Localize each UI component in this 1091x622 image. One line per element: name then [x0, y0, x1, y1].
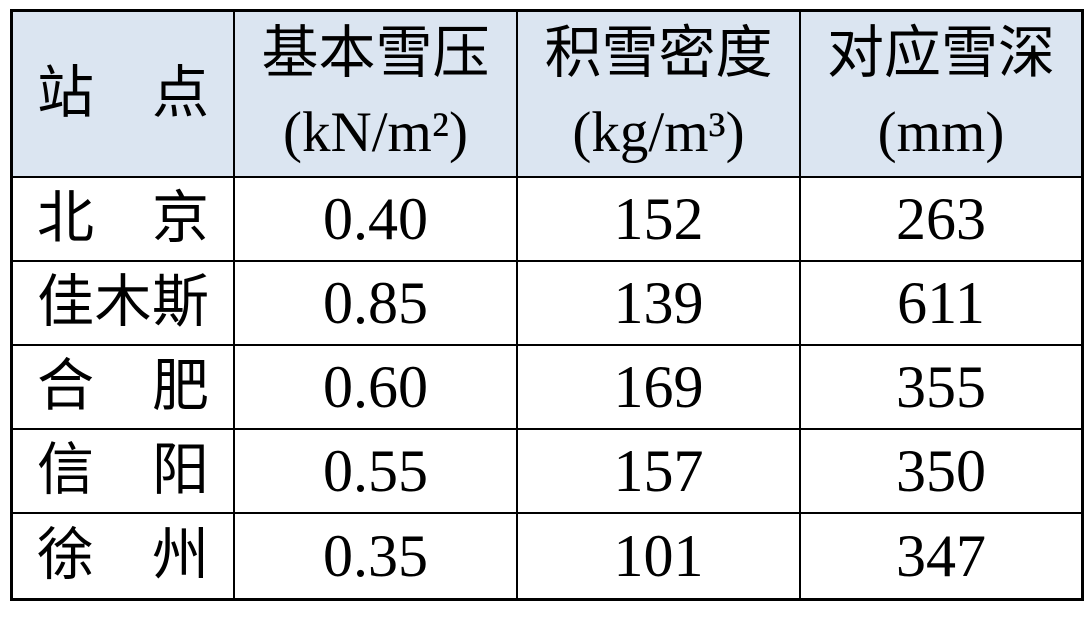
pressure-value: 0.85	[323, 270, 428, 336]
header-cell-depth: 对应雪深 (mm)	[801, 12, 1081, 178]
header-cell-station: 站点	[13, 12, 235, 178]
pressure-value: 0.55	[323, 438, 428, 504]
station-name: 合肥	[37, 355, 209, 418]
snow-load-table: 站点 基本雪压 (kN/m²) 积雪密度 (kg/m³) 对应雪深 (mm) 北…	[10, 9, 1084, 601]
station-cell: 信阳	[13, 430, 235, 514]
pressure-value: 0.40	[323, 186, 428, 252]
density-value: 139	[613, 270, 704, 336]
depth-value: 350	[896, 438, 986, 504]
station-name: 信阳	[37, 439, 209, 502]
depth-value: 611	[897, 270, 985, 336]
pressure-cell: 0.55	[235, 430, 518, 514]
density-value: 157	[613, 438, 704, 504]
header-station-label: 站点	[37, 62, 209, 125]
depth-cell: 347	[801, 514, 1081, 598]
depth-value: 347	[896, 523, 986, 589]
depth-cell: 350	[801, 430, 1081, 514]
header-pressure-label: 基本雪压	[261, 22, 490, 85]
header-cell-pressure: 基本雪压 (kN/m²)	[235, 12, 518, 178]
pressure-cell: 0.85	[235, 262, 518, 346]
pressure-cell: 0.35	[235, 514, 518, 598]
pressure-value: 0.35	[323, 523, 428, 589]
density-value: 101	[613, 523, 704, 589]
depth-cell: 355	[801, 346, 1081, 430]
pressure-cell: 0.40	[235, 178, 518, 262]
header-density-label: 积雪密度	[544, 22, 773, 85]
density-value: 169	[613, 354, 704, 420]
station-name: 北京	[37, 187, 209, 250]
station-cell: 北京	[13, 178, 235, 262]
density-cell: 169	[518, 346, 801, 430]
density-cell: 139	[518, 262, 801, 346]
header-cell-density: 积雪密度 (kg/m³)	[518, 12, 801, 178]
depth-cell: 611	[801, 262, 1081, 346]
header-depth-label: 对应雪深	[827, 22, 1055, 85]
density-cell: 152	[518, 178, 801, 262]
density-cell: 157	[518, 430, 801, 514]
header-density-unit: (kg/m³)	[572, 101, 745, 164]
pressure-cell: 0.60	[235, 346, 518, 430]
station-name: 徐州	[37, 524, 209, 587]
station-cell: 佳木斯	[13, 262, 235, 346]
header-pressure-unit: (kN/m²)	[283, 101, 468, 164]
depth-value: 263	[896, 186, 986, 252]
station-name: 佳木斯	[37, 271, 209, 334]
station-cell: 合肥	[13, 346, 235, 430]
pressure-value: 0.60	[323, 354, 428, 420]
density-cell: 101	[518, 514, 801, 598]
depth-cell: 263	[801, 178, 1081, 262]
station-cell: 徐州	[13, 514, 235, 598]
density-value: 152	[613, 186, 704, 252]
header-depth-unit: (mm)	[877, 101, 1005, 164]
depth-value: 355	[896, 354, 986, 420]
